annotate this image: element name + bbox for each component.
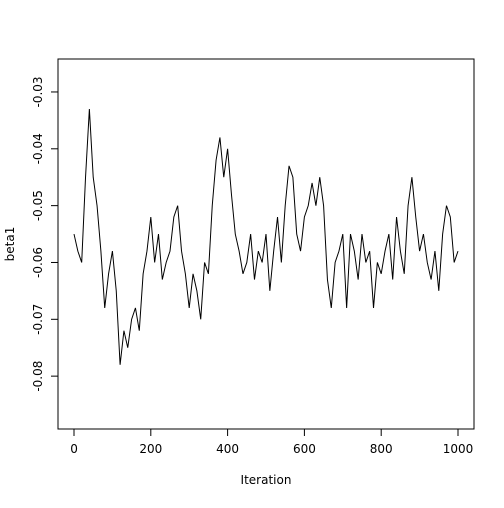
x-tick-label: 600 (293, 442, 316, 456)
trace-line (73, 108, 459, 365)
x-tick-label: 200 (139, 442, 162, 456)
y-tick-label: -0.04 (31, 133, 45, 164)
y-tick-label: -0.07 (31, 304, 45, 335)
x-tick-label: 0 (70, 442, 78, 456)
y-axis-label: beta1 (3, 227, 17, 262)
x-tick-label: 800 (370, 442, 393, 456)
y-tick-label: -0.05 (31, 190, 45, 221)
y-tick-label: -0.08 (31, 361, 45, 392)
x-axis-label: Iteration (241, 473, 292, 487)
y-tick-label: -0.06 (31, 247, 45, 278)
y-tick-label: -0.03 (31, 76, 45, 107)
x-tick-label: 1000 (443, 442, 474, 456)
x-tick-label: 400 (216, 442, 239, 456)
plot-box (57, 58, 475, 430)
